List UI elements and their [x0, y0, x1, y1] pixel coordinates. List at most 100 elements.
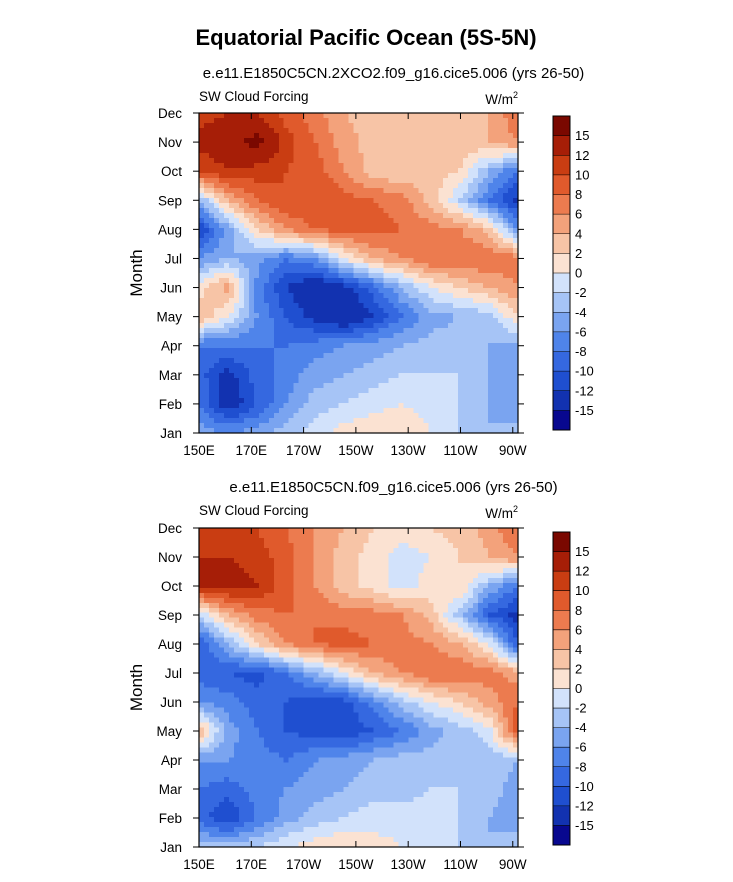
contour-cell [228, 273, 235, 279]
contour-cell [348, 532, 355, 539]
contour-cell [223, 368, 230, 374]
contour-cell [418, 308, 424, 314]
contour-cell [298, 423, 305, 429]
contour-cell [383, 143, 389, 149]
contour-cell [398, 318, 404, 324]
contour-cell [343, 542, 350, 549]
contour-cell [343, 248, 350, 254]
contour-cell [508, 193, 514, 199]
contour-cell [468, 223, 474, 229]
contour-cell [203, 343, 210, 349]
contour-cell [503, 408, 509, 414]
contour-cell [448, 333, 454, 339]
contour-cell [513, 163, 519, 169]
contour-cell [268, 238, 275, 244]
contour-cell [348, 528, 355, 534]
contour-cell [433, 547, 439, 554]
contour-cell [283, 537, 290, 544]
contour-cell [338, 348, 345, 354]
contour-cell [203, 318, 210, 324]
contour-cell [383, 403, 389, 409]
contour-cell [308, 313, 315, 319]
contour-cell [288, 168, 295, 174]
contour-cell [288, 552, 295, 559]
contour-cell [338, 368, 345, 374]
contour-cell [498, 408, 504, 414]
contour-cell [368, 542, 375, 549]
contour-cell [268, 567, 275, 574]
contour-cell [373, 173, 380, 179]
contour-cell [318, 243, 325, 249]
contour-cell [488, 423, 494, 429]
contour-cell [273, 537, 280, 544]
contour-cell [373, 423, 380, 429]
contour-cell [388, 333, 394, 339]
contour-cell [348, 378, 355, 384]
contour-cell [253, 403, 260, 409]
contour-cell [258, 193, 265, 199]
contour-cell [448, 263, 454, 269]
contour-cell [473, 547, 479, 554]
contour-cell [338, 128, 345, 134]
contour-cell [468, 313, 474, 319]
contour-cell [228, 532, 235, 539]
contour-cell [503, 258, 509, 264]
contour-cell [418, 403, 424, 409]
contour-cell [343, 298, 350, 304]
contour-cell [508, 562, 514, 569]
contour-cell [508, 163, 514, 169]
contour-cell [293, 158, 300, 164]
contour-cell [248, 323, 255, 329]
contour-cell [248, 258, 255, 264]
contour-cell [353, 208, 360, 214]
contour-cell [258, 268, 265, 274]
contour-cell [393, 577, 399, 584]
contour-cell [303, 318, 310, 324]
contour-cell [473, 348, 479, 354]
contour-cell [383, 398, 389, 404]
contour-cell [253, 557, 260, 564]
contour-cell [463, 393, 469, 399]
contour-cell [373, 238, 380, 244]
contour-cell [498, 537, 504, 544]
contour-cell [508, 383, 514, 389]
contour-cell [478, 378, 484, 384]
contour-cell [503, 303, 509, 309]
contour-cell [323, 333, 330, 339]
contour-cell [308, 143, 315, 149]
contour-cell [238, 378, 245, 384]
contour-cell [333, 398, 340, 404]
contour-cell [488, 378, 494, 384]
contour-cell [433, 378, 439, 384]
contour-cell [493, 318, 499, 324]
contour-cell [498, 183, 504, 189]
contour-cell [368, 163, 375, 169]
contour-cell [348, 293, 355, 299]
contour-cell [213, 537, 220, 544]
contour-cell [333, 552, 340, 559]
contour-cell [498, 288, 504, 294]
contour-cell [283, 183, 290, 189]
contour-cell [463, 148, 469, 154]
contour-cell [423, 138, 429, 144]
contour-cell [199, 278, 205, 284]
contour-cell [308, 363, 315, 369]
contour-cell [318, 228, 325, 234]
contour-cell [288, 183, 295, 189]
contour-cell [418, 183, 424, 189]
contour-cell [428, 168, 434, 174]
contour-cell [293, 173, 300, 179]
contour-cell [343, 148, 350, 154]
contour-cell [358, 562, 365, 569]
contour-cell [233, 328, 240, 334]
contour-cell [408, 557, 414, 564]
contour-cell [418, 532, 424, 539]
contour-cell [268, 188, 275, 194]
contour-cell [278, 253, 285, 259]
contour-cell [378, 547, 385, 554]
contour-cell [408, 378, 414, 384]
contour-cell [383, 368, 389, 374]
contour-cell [253, 283, 260, 289]
contour-cell [278, 393, 285, 399]
contour-cell [513, 113, 519, 119]
